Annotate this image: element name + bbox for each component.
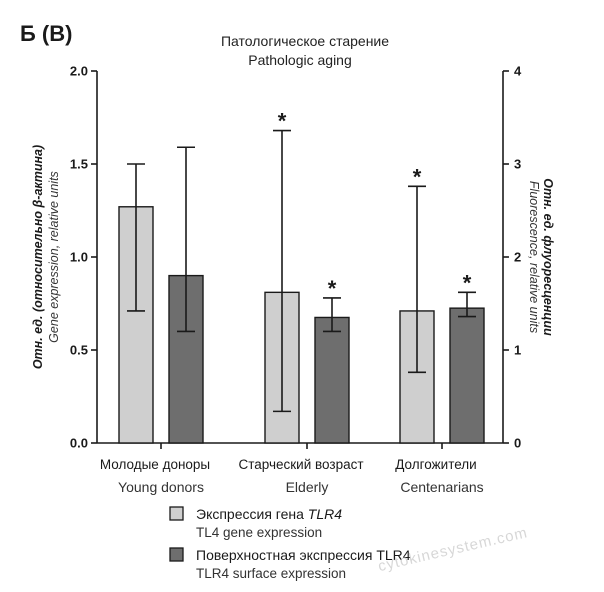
right-tick-label: 3 bbox=[514, 157, 521, 172]
legend-swatch-2 bbox=[169, 547, 184, 562]
significance-star: * bbox=[463, 270, 472, 295]
panel-label: Б (В) bbox=[20, 21, 72, 46]
left-axis-label-en: Gene expression, relative units bbox=[47, 171, 61, 343]
legend-label-en: TLR4 surface expression bbox=[196, 566, 346, 581]
left-axis-label-ru: Отн. ед. (относительно β-актина) bbox=[31, 145, 45, 369]
right-tick-label: 0 bbox=[514, 436, 521, 451]
left-tick-label: 2.0 bbox=[70, 64, 88, 79]
legend-label-ru-text: Поверхностная экспрессия TLR4 bbox=[196, 547, 411, 563]
bar-series-1 bbox=[118, 206, 154, 444]
chart-title-ru: Патологическое старение bbox=[221, 33, 389, 49]
left-tick-label: 1.5 bbox=[70, 157, 88, 172]
legend-label-ru: Экспрессия гена TLR4 bbox=[196, 506, 342, 522]
legend-label-ru-gene: TLR4 bbox=[304, 506, 342, 522]
category-label-en: Centenarians bbox=[400, 479, 483, 495]
right-tick-label: 1 bbox=[514, 343, 521, 358]
significance-star: * bbox=[413, 164, 422, 189]
left-tick-label: 1.0 bbox=[70, 250, 88, 265]
right-axis-label-en: Fluorescence, relative units bbox=[527, 181, 541, 333]
legend-label-en: TL4 gene expression bbox=[196, 525, 322, 540]
legend-label-ru-text: Экспрессия гена bbox=[196, 506, 304, 522]
left-tick-label: 0.0 bbox=[70, 436, 88, 451]
right-tick-label: 4 bbox=[514, 64, 522, 79]
bar-series-2 bbox=[314, 316, 350, 444]
bar-series-2 bbox=[449, 307, 485, 444]
significance-star: * bbox=[328, 276, 337, 301]
category-label-ru: Молодые доноры bbox=[100, 457, 210, 472]
category-label-en: Young donors bbox=[118, 479, 204, 495]
category-label-ru: Долгожители bbox=[395, 457, 476, 472]
legend-swatch-1 bbox=[169, 506, 184, 521]
bar-series-1 bbox=[399, 310, 435, 444]
significance-star: * bbox=[278, 109, 287, 134]
left-tick-label: 0.5 bbox=[70, 343, 88, 358]
category-label-en: Elderly bbox=[286, 479, 329, 495]
right-tick-label: 2 bbox=[514, 250, 521, 265]
right-axis-label-ru: Отн. ед. флуоресценции bbox=[541, 178, 555, 336]
legend-label-ru: Поверхностная экспрессия TLR4 bbox=[196, 547, 411, 563]
chart-title-en: Pathologic aging bbox=[248, 52, 352, 68]
category-label-ru: Старческий возраст bbox=[238, 457, 363, 472]
chart-plot-area: 0.0 0.5 1.0 1.5 2.0 0 1 2 3 4 Молодые доноры Young … bbox=[31, 64, 555, 582]
